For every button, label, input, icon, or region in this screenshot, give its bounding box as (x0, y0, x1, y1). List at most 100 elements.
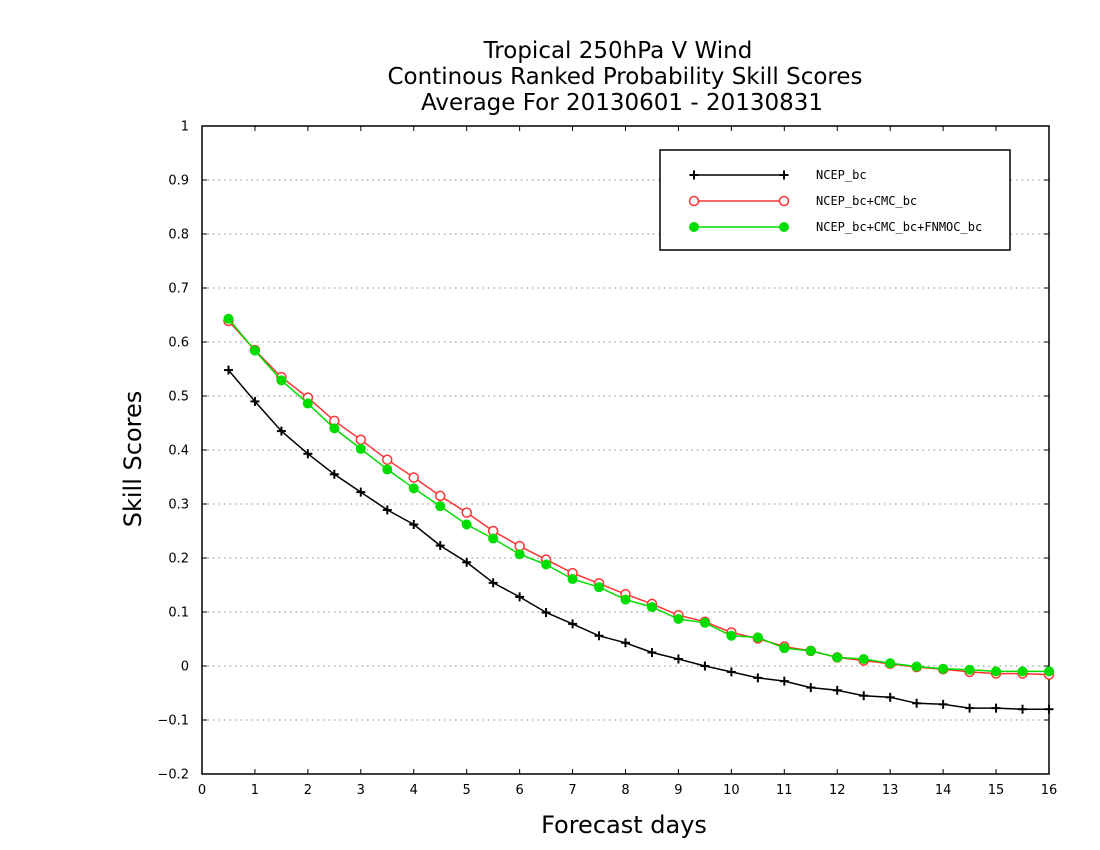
x-tick-label: 5 (463, 783, 471, 798)
data-point (726, 667, 736, 677)
data-point (991, 666, 1002, 677)
data-point (752, 632, 763, 643)
grid (202, 179, 1049, 721)
y-tick-label: 0.2 (168, 552, 189, 567)
data-point (302, 398, 313, 409)
data-point (408, 472, 419, 483)
legend-marker (688, 195, 700, 207)
data-point (673, 654, 683, 664)
legend-label: NCEP_bc (816, 168, 867, 182)
legend-entry: NCEP_bc+CMC_bc+FNMOC_bc (689, 220, 982, 234)
y-tick-label: 0.9 (168, 174, 189, 189)
x-tick-label: 3 (357, 783, 365, 798)
data-point (912, 698, 922, 708)
x-tick-label: 12 (829, 783, 846, 798)
data-point (620, 594, 631, 605)
series (223, 313, 1055, 714)
legend-entry: NCEP_bc+CMC_bc (688, 194, 917, 208)
data-point (434, 490, 446, 502)
x-tick-label: 8 (621, 783, 629, 798)
data-point (621, 638, 630, 648)
data-point (329, 469, 339, 479)
x-tick-label: 2 (304, 783, 312, 798)
y-tick-label: 1 (181, 120, 189, 135)
legend-label: NCEP_bc+CMC_bc+FNMOC_bc (816, 220, 982, 234)
data-point (250, 396, 260, 406)
y-tick-label: 0.7 (168, 282, 189, 297)
data-point (382, 505, 392, 515)
x-tick-label: 9 (674, 783, 682, 798)
data-point (515, 592, 525, 602)
data-point (832, 652, 843, 663)
legend-marker (779, 170, 789, 180)
series-1 (223, 315, 1055, 680)
x-tick-label: 14 (935, 783, 952, 798)
data-point (488, 533, 499, 544)
x-tick-label: 15 (988, 783, 1005, 798)
data-point (911, 661, 922, 672)
title-line-3: Average For 20130601 - 20130831 (421, 90, 823, 116)
data-point (355, 443, 366, 454)
data-point (409, 520, 419, 530)
data-point (832, 685, 842, 695)
title-line-2: Continous Ranked Probability Skill Score… (387, 64, 862, 90)
data-point (462, 557, 472, 567)
plot-frame (201, 125, 1050, 775)
y-tick-label: 0.3 (168, 498, 189, 513)
y-tick-label: 0 (181, 660, 189, 675)
y-tick-label: 0.4 (168, 444, 189, 459)
x-tick-label: 1 (251, 783, 259, 798)
data-point (303, 449, 313, 459)
x-tick-label: 6 (515, 783, 523, 798)
data-point (965, 703, 975, 713)
title-line-1: Tropical 250hPa V Wind (483, 38, 753, 64)
data-point (356, 487, 366, 497)
data-point (223, 313, 234, 324)
axes: −0.2−0.100.10.20.30.40.50.60.70.80.910 1 2… (157, 120, 1057, 799)
data-point (1018, 704, 1028, 714)
chart-title: Tropical 250hPa V Wind Continous Ranked … (387, 38, 862, 116)
data-point (779, 643, 790, 654)
y-tick-label: 0.5 (168, 390, 189, 405)
x-tick-label: 7 (568, 783, 576, 798)
data-point (223, 365, 233, 375)
data-point (461, 519, 472, 530)
x-tick-label: 16 (1041, 783, 1058, 798)
data-point (1044, 704, 1054, 714)
y-tick-label: −0.1 (157, 714, 189, 729)
data-point (488, 578, 498, 588)
data-point (276, 426, 286, 436)
data-point (938, 699, 948, 709)
data-point (726, 630, 737, 641)
y-tick-label: 0.6 (168, 336, 189, 351)
data-point (673, 614, 684, 625)
data-point (408, 483, 419, 494)
data-point (382, 454, 393, 465)
legend: NCEP_bc NCEP_bc+CMC_bc NCEP_bc+CMC_bc+FNMO… (659, 149, 1011, 251)
data-point (885, 692, 895, 702)
legend-marker (779, 222, 789, 232)
data-point (753, 673, 763, 683)
data-point (568, 619, 578, 629)
data-point (859, 691, 869, 701)
data-point (594, 631, 604, 641)
x-tick-label: 11 (776, 783, 793, 798)
data-point (646, 602, 657, 613)
data-point (541, 559, 552, 570)
series-2 (223, 313, 1054, 677)
data-point (699, 617, 710, 628)
data-point (700, 661, 710, 671)
x-axis-label: Forecast days (541, 811, 707, 839)
data-point (435, 541, 445, 551)
data-point (779, 676, 789, 686)
x-tick-label: 4 (410, 783, 418, 798)
data-point (938, 663, 949, 674)
legend-label: NCEP_bc+CMC_bc (816, 194, 917, 208)
data-point (249, 345, 260, 356)
legend-marker (778, 195, 790, 207)
data-point (991, 703, 1001, 713)
data-point (806, 683, 816, 693)
data-point (514, 549, 525, 560)
data-point (1044, 666, 1054, 677)
data-point (964, 664, 975, 675)
